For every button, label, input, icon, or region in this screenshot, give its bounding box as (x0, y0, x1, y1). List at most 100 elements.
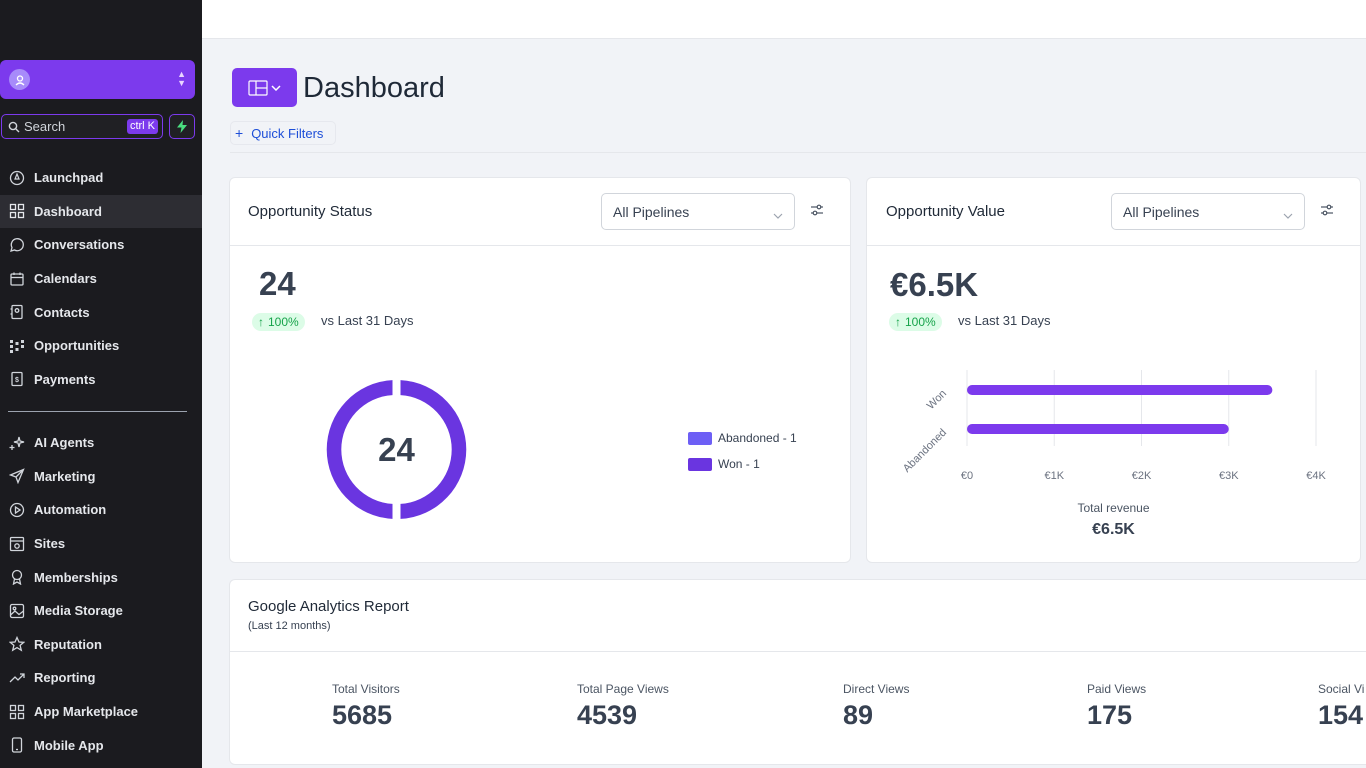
filter-settings-icon[interactable] (1320, 203, 1336, 219)
arrow-up-icon: ↑ (895, 315, 901, 329)
google-analytics-card: Google Analytics Report (Last 12 months)… (229, 579, 1366, 765)
sidebar-item-label: Launchpad (34, 170, 104, 186)
legend-item-abandoned[interactable]: Abandoned - 1 (688, 431, 797, 445)
sidebar-item-marketing[interactable]: Marketing (0, 460, 202, 494)
chat-icon (8, 236, 26, 254)
sidebar-item-calendars[interactable]: Calendars (0, 262, 202, 296)
sidebar-item-dashboard[interactable]: Dashboard (0, 194, 202, 229)
sidebar-item-label: Reporting (34, 670, 96, 686)
y-tick-label: Abandoned (901, 427, 949, 475)
chevron-down-icon (1283, 206, 1293, 222)
sidebar-item-payments[interactable]: $ Payments (0, 363, 202, 397)
launchpad-icon (8, 169, 26, 187)
stat-label: Direct Views (843, 682, 910, 696)
sidebar-item-ai-agents[interactable]: AI Agents (0, 426, 202, 460)
change-label: vs Last 31 Days (321, 313, 414, 328)
pipeline-select[interactable]: All Pipelines (601, 193, 795, 230)
change-label: vs Last 31 Days (958, 313, 1051, 328)
sparkle-icon (8, 434, 26, 452)
dashboard-switcher-button[interactable] (232, 68, 297, 107)
search-input[interactable]: Search ctrl K (1, 114, 163, 139)
filter-settings-icon[interactable] (810, 203, 826, 219)
sidebar-divider (8, 411, 187, 412)
legend-item-won[interactable]: Won - 1 (688, 457, 760, 471)
sidebar-item-label: Calendars (34, 271, 97, 287)
page-title: Dashboard (303, 72, 445, 104)
sidebar-item-mobile-app[interactable]: Mobile App (0, 728, 202, 762)
stat-value: 89 (843, 700, 874, 730)
star-icon (8, 635, 26, 653)
legend-swatch (688, 457, 712, 471)
quick-filters-button[interactable]: + Quick Filters (230, 121, 337, 145)
sidebar-item-label: Conversations (34, 237, 125, 253)
chart-axis-label: Total revenue (1077, 501, 1150, 515)
grid-icon (8, 202, 26, 220)
sidebar-item-opportunities[interactable]: Opportunities (0, 329, 202, 363)
sidebar-item-contacts[interactable]: Contacts (0, 295, 202, 329)
stat-label: Total Visitors (332, 682, 400, 696)
sidebar-item-label: Automation (34, 502, 107, 518)
sidebar-item-launchpad[interactable]: Launchpad (0, 161, 202, 195)
calendar-icon (8, 270, 26, 288)
total-revenue-value: €6.5K (1092, 521, 1135, 538)
sidebar-item-label: AI Agents (34, 435, 95, 451)
sites-icon (8, 535, 26, 553)
chevron-down-icon (773, 206, 783, 222)
sidebar-item-conversations[interactable]: Conversations (0, 228, 202, 262)
search-icon (8, 121, 20, 133)
stat-total-visitors: Total Visitors 5685 (332, 682, 400, 731)
sidebar-item-sites[interactable]: Sites (0, 527, 202, 561)
header-divider (230, 152, 1366, 153)
value-total: €6.5K (890, 266, 979, 303)
donut-slice-abandoned (326, 380, 393, 519)
plus-icon: + (235, 125, 244, 141)
change-badge-value: 100% (268, 315, 299, 329)
nav-tools: AI Agents Marketing Automation Sites Mem… (0, 426, 202, 762)
revenue-bar-chart: €0 €1K €2K €3K €4K Won Abandoned (901, 370, 1326, 482)
award-icon (8, 568, 26, 586)
x-tick-label: €4K (1306, 470, 1326, 482)
sidebar-item-memberships[interactable]: Memberships (0, 560, 202, 594)
pipeline-select[interactable]: All Pipelines (1111, 193, 1305, 230)
chevron-down-icon (271, 84, 281, 91)
x-tick-label: €1K (1044, 470, 1064, 482)
quick-action-button[interactable] (169, 114, 195, 139)
sidebar-item-app-marketplace[interactable]: App Marketplace (0, 695, 202, 729)
stat-value: 154 (1318, 700, 1364, 730)
sidebar-item-label: Memberships (34, 569, 118, 585)
x-tick-label: €2K (1132, 470, 1152, 482)
sidebar-item-label: Dashboard (34, 203, 102, 219)
svg-text:$: $ (15, 377, 19, 384)
sidebar-item-reputation[interactable]: Reputation (0, 628, 202, 662)
sidebar-item-label: Contacts (34, 304, 90, 320)
image-icon (8, 602, 26, 620)
card-divider (867, 245, 1360, 246)
sidebar-item-label: Marketing (34, 468, 96, 484)
stat-social-views: Social Vi 154 (1318, 682, 1364, 731)
x-tick-label: €0 (961, 470, 973, 482)
sidebar-item-automation[interactable]: Automation (0, 493, 202, 527)
pipeline-select-value: All Pipelines (613, 203, 690, 220)
apps-icon (8, 703, 26, 721)
sidebar-item-label: Sites (34, 536, 66, 552)
sidebar-item-reporting[interactable]: Reporting (0, 661, 202, 695)
pipeline-select-value: All Pipelines (1123, 203, 1200, 220)
stat-paid-views: Paid Views 175 (1087, 682, 1146, 731)
legend-label: Won - 1 (718, 457, 760, 471)
send-icon (8, 467, 26, 485)
mobile-icon (8, 736, 26, 754)
chevron-updown-icon: ▲ ▼ (177, 69, 186, 88)
arrow-up-icon: ↑ (258, 315, 264, 329)
card-divider (230, 245, 850, 246)
sidebar-item-media-storage[interactable]: Media Storage (0, 594, 202, 628)
sidebar-item-label: Reputation (34, 636, 102, 652)
payments-icon: $ (8, 370, 26, 388)
stat-label: Total Page Views (577, 682, 669, 696)
nav-main: Launchpad Dashboard Conversations Calend… (0, 161, 202, 396)
layout-icon (248, 79, 268, 96)
sidebar-item-label: Media Storage (34, 603, 123, 619)
search-label: Search (24, 119, 66, 134)
change-badge: ↑ 100% (252, 313, 305, 331)
legend-swatch (688, 431, 712, 445)
account-switcher[interactable]: ▲ ▼ (0, 60, 195, 99)
